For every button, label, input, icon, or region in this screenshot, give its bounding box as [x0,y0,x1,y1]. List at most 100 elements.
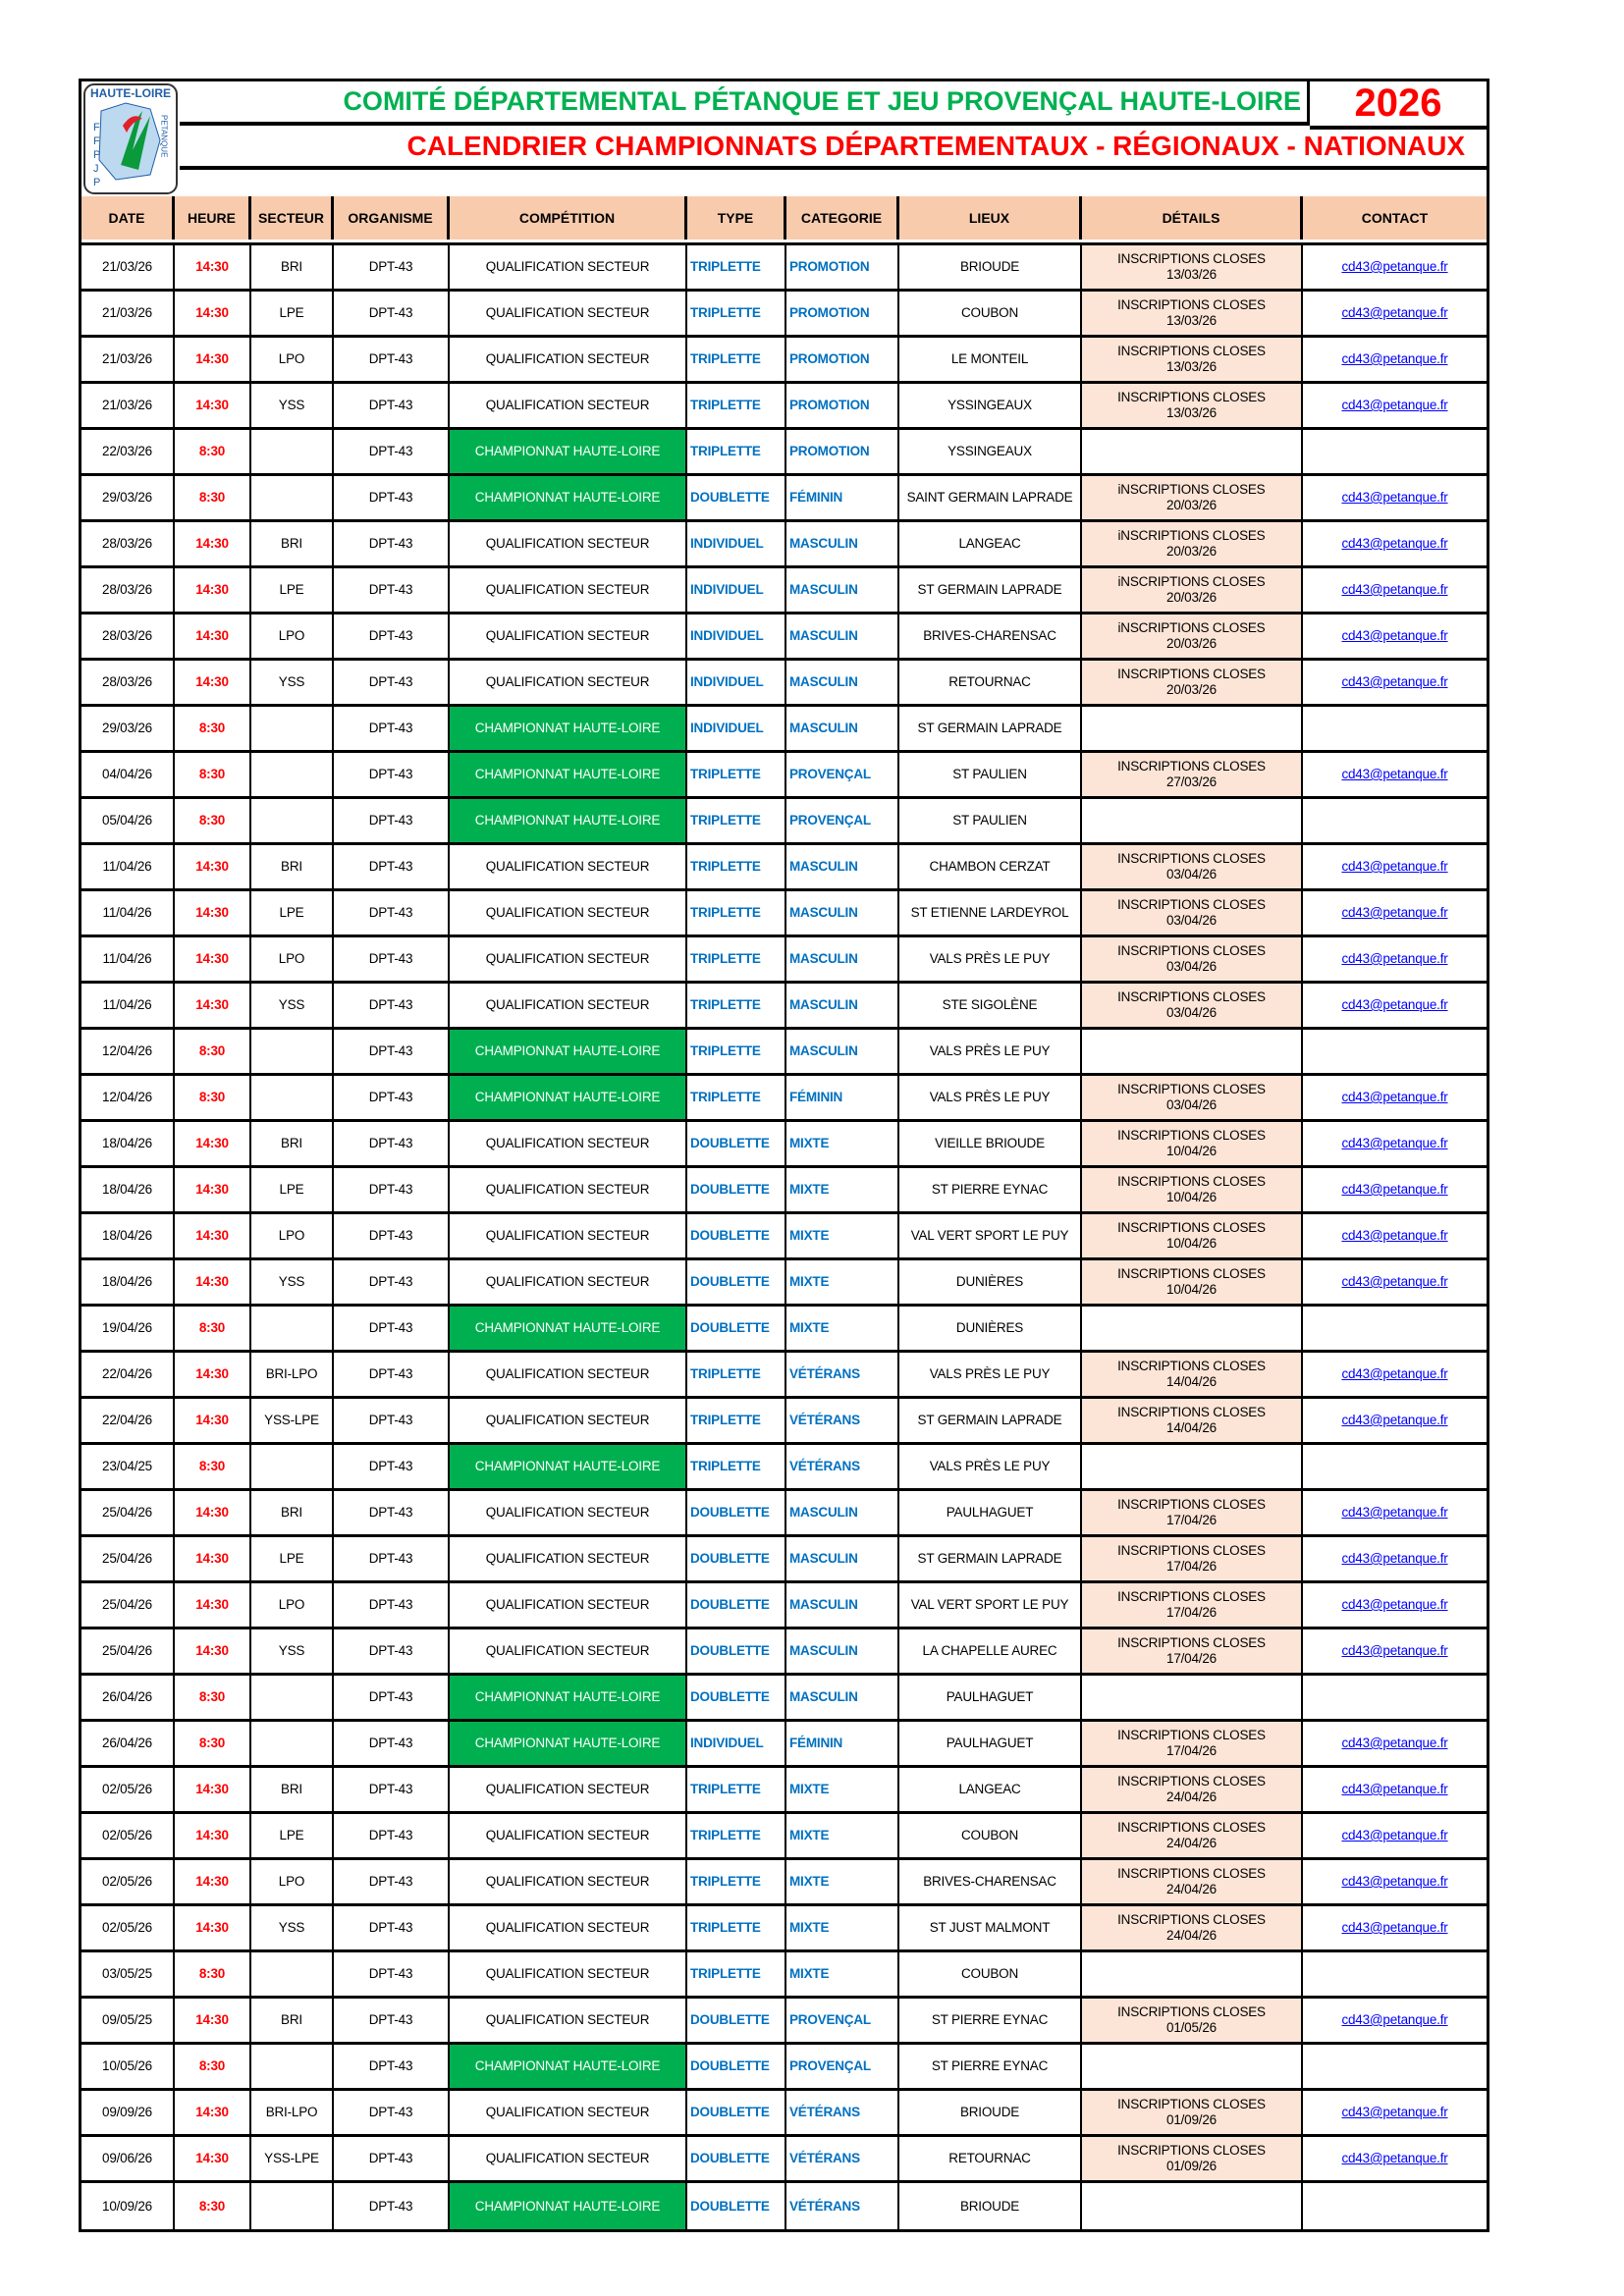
svg-text:PETANQUE: PETANQUE [160,115,169,157]
heure-cell: 14:30 [175,292,251,335]
table-row: 21/03/26 14:30 LPE DPT-43 QUALIFICATION SECT… [81,292,1487,338]
contact-email-link[interactable]: cd43@petanque.fr [1341,674,1448,689]
details-status: INSCRIPTIONS CLOSES [1117,667,1266,681]
contact-email-link[interactable]: cd43@petanque.fr [1341,1782,1448,1796]
secteur-cell: LPE [251,1168,334,1211]
lieux-cell: ST PAULIEN [899,799,1082,842]
contact-cell [1303,1952,1487,1996]
competition-cell: QUALIFICATION SECTEUR [450,891,687,934]
contact-email-link[interactable]: cd43@petanque.fr [1341,628,1448,643]
type-cell: INDIVIDUEL [687,522,786,565]
contact-email-link[interactable]: cd43@petanque.fr [1341,1366,1448,1381]
details-deadline: 24/04/26 [1166,1789,1217,1804]
contact-email-link[interactable]: cd43@petanque.fr [1341,1228,1448,1243]
organisme-cell: DPT-43 [334,245,450,289]
heure-cell: 14:30 [175,1860,251,1903]
contact-cell: cd43@petanque.fr [1303,937,1487,981]
contact-email-link[interactable]: cd43@petanque.fr [1341,1828,1448,1842]
contact-email-link[interactable]: cd43@petanque.fr [1341,905,1448,920]
svg-text:F: F [93,122,100,133]
contact-email-link[interactable]: cd43@petanque.fr [1341,767,1448,781]
cat-cell: MIXTE [786,1260,899,1304]
date-cell: 18/04/26 [81,1214,175,1257]
contact-email-link[interactable]: cd43@petanque.fr [1341,1597,1448,1612]
svg-text:J: J [93,163,99,175]
heure-cell: 14:30 [175,338,251,381]
details-cell: INSCRIPTIONS CLOSES 17/04/26 [1082,1629,1303,1673]
contact-email-link[interactable]: cd43@petanque.fr [1341,490,1448,505]
contact-email-link[interactable]: cd43@petanque.fr [1341,1874,1448,1889]
organisme-cell: DPT-43 [334,1353,450,1396]
lieux-cell: VAL VERT SPORT LE PUY [899,1214,1082,1257]
calendar-rows: 21/03/26 14:30 BRI DPT-43 QUALIFICATION SECT… [81,245,1487,2229]
heure-cell: 14:30 [175,891,251,934]
contact-email-link[interactable]: cd43@petanque.fr [1341,1136,1448,1150]
competition-cell: QUALIFICATION SECTEUR [450,1122,687,1165]
heure-cell: 14:30 [175,1906,251,1949]
contact-cell: cd43@petanque.fr [1303,522,1487,565]
secteur-cell: LPO [251,338,334,381]
contact-email-link[interactable]: cd43@petanque.fr [1341,1735,1448,1750]
details-cell: INSCRIPTIONS CLOSES 10/04/26 [1082,1122,1303,1165]
contact-cell: cd43@petanque.fr [1303,1860,1487,1903]
contact-email-link[interactable]: cd43@petanque.fr [1341,1505,1448,1520]
secteur-cell: LPO [251,1583,334,1627]
details-status: INSCRIPTIONS CLOSES [1117,1174,1266,1189]
contact-email-link[interactable]: cd43@petanque.fr [1341,2012,1448,2027]
secteur-cell: BRI [251,245,334,289]
contact-email-link[interactable]: cd43@petanque.fr [1341,1090,1448,1104]
organisme-cell: DPT-43 [334,1491,450,1534]
type-cell: DOUBLETTE [687,1537,786,1580]
heure-cell: 14:30 [175,1353,251,1396]
contact-cell: cd43@petanque.fr [1303,661,1487,704]
contact-email-link[interactable]: cd43@petanque.fr [1341,2151,1448,2165]
contact-email-link[interactable]: cd43@petanque.fr [1341,951,1448,966]
contact-email-link[interactable]: cd43@petanque.fr [1341,1182,1448,1197]
contact-email-link[interactable]: cd43@petanque.fr [1341,351,1448,366]
contact-cell: cd43@petanque.fr [1303,1168,1487,1211]
contact-email-link[interactable]: cd43@petanque.fr [1341,259,1448,274]
type-cell: TRIPLETTE [687,845,786,888]
contact-email-link[interactable]: cd43@petanque.fr [1341,997,1448,1012]
competition-cell: CHAMPIONNAT HAUTE-LOIRE [450,753,687,796]
contact-email-link[interactable]: cd43@petanque.fr [1341,305,1448,320]
secteur-cell [251,2183,334,2229]
competition-cell: QUALIFICATION SECTEUR [450,1583,687,1627]
secteur-cell: YSS [251,384,334,427]
secteur-cell [251,1445,334,1488]
contact-email-link[interactable]: cd43@petanque.fr [1341,398,1448,412]
contact-email-link[interactable]: cd43@petanque.fr [1341,1413,1448,1427]
cat-cell: MASCULIN [786,1629,899,1673]
contact-email-link[interactable]: cd43@petanque.fr [1341,582,1448,597]
type-cell: TRIPLETTE [687,430,786,473]
secteur-cell: LPO [251,1860,334,1903]
details-status: iNSCRIPTIONS CLOSES [1117,620,1266,635]
contact-cell: cd43@petanque.fr [1303,1583,1487,1627]
date-cell: 21/03/26 [81,245,175,289]
secteur-cell: YSS [251,1906,334,1949]
cat-cell: MIXTE [786,1214,899,1257]
lieux-cell: ST GERMAIN LAPRADE [899,1399,1082,1442]
secteur-cell [251,1676,334,1719]
details-deadline: 20/03/26 [1166,636,1217,651]
type-cell: TRIPLETTE [687,1814,786,1857]
lieux-cell: ST PIERRE EYNAC [899,1168,1082,1211]
type-cell: TRIPLETTE [687,1076,786,1119]
details-cell [1082,1676,1303,1719]
heure-cell: 8:30 [175,753,251,796]
heure-cell: 14:30 [175,1168,251,1211]
secteur-cell: BRI-LPO [251,1353,334,1396]
contact-email-link[interactable]: cd43@petanque.fr [1341,2105,1448,2119]
contact-email-link[interactable]: cd43@petanque.fr [1341,1920,1448,1935]
contact-email-link[interactable]: cd43@petanque.fr [1341,1551,1448,1566]
organisme-cell: DPT-43 [334,338,450,381]
details-cell [1082,1030,1303,1073]
contact-email-link[interactable]: cd43@petanque.fr [1341,1274,1448,1289]
date-cell: 22/04/26 [81,1399,175,1442]
details-cell: INSCRIPTIONS CLOSES 20/03/26 [1082,661,1303,704]
contact-email-link[interactable]: cd43@petanque.fr [1341,1643,1448,1658]
contact-email-link[interactable]: cd43@petanque.fr [1341,859,1448,874]
details-deadline: 17/04/26 [1166,1605,1217,1620]
table-row: 21/03/26 14:30 LPO DPT-43 QUALIFICATION SECT… [81,338,1487,384]
contact-email-link[interactable]: cd43@petanque.fr [1341,536,1448,551]
